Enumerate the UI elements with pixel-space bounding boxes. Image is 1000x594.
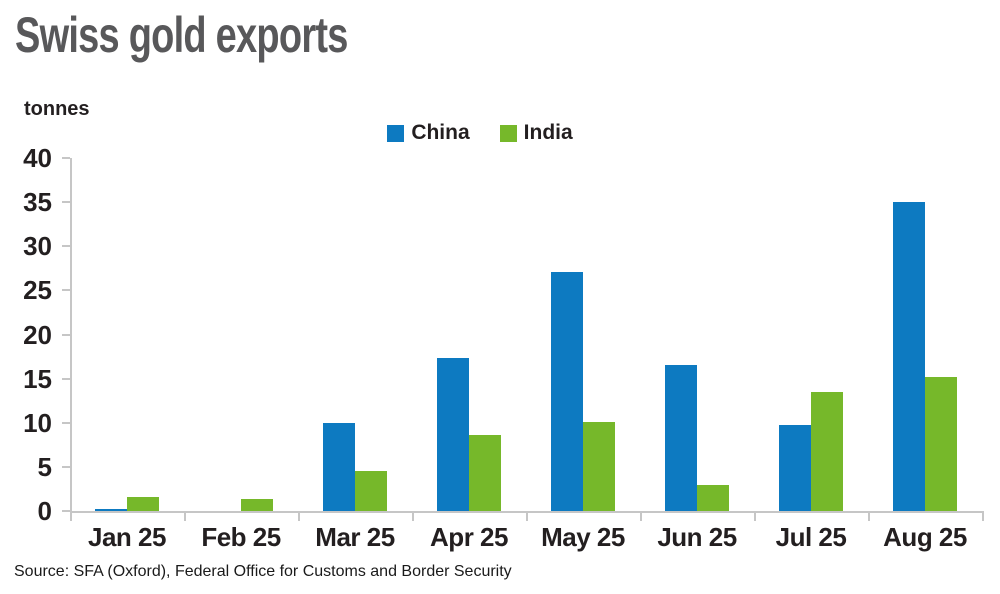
x-tick: [184, 513, 186, 521]
y-tick-label: 30: [23, 231, 52, 262]
x-axis-label-feb-25: Feb 25: [201, 522, 281, 552]
y-axis-unit-label: tonnes: [24, 98, 90, 120]
plot-area: [62, 157, 984, 521]
bar-group-jul-25: [754, 158, 868, 511]
bar-group-jun-25: [640, 158, 754, 511]
y-tick-label: 5: [37, 451, 52, 482]
x-axis-label-mar-25: Mar 25: [315, 522, 395, 552]
y-tick: [62, 377, 70, 380]
legend-item-china: China: [387, 121, 470, 145]
bar-india-aug-25: [925, 376, 957, 511]
bar-china-aug-25: [893, 202, 925, 511]
y-tick-label: 40: [23, 143, 52, 173]
bar-group-may-25: [526, 158, 640, 511]
legend-label-china: China: [411, 121, 470, 144]
y-tick-label: 10: [23, 407, 52, 438]
legend-swatch-india: [499, 124, 517, 142]
page-title: Swiss gold exports: [15, 7, 348, 63]
bar-china-may-25: [551, 271, 583, 511]
y-tick: [62, 510, 70, 512]
x-axis-label-jul-25: Jul 25: [775, 522, 847, 552]
bar-india-may-25: [583, 421, 615, 511]
x-tick: [868, 513, 870, 521]
bar-india-feb-25: [241, 498, 273, 511]
x-tick: [640, 513, 642, 521]
x-axis-label-aug-25: Aug 25: [883, 522, 967, 552]
x-axis-label-may-25: May 25: [541, 522, 625, 552]
bar-india-jun-25: [697, 485, 729, 511]
legend-swatch-china: [387, 124, 405, 142]
y-tick-label: 15: [23, 363, 52, 394]
x-tick: [412, 513, 414, 521]
source-note: Source: SFA (Oxford), Federal Office for…: [14, 563, 512, 580]
y-tick: [62, 201, 70, 204]
y-tick: [62, 465, 70, 468]
y-tick-label: 25: [23, 275, 52, 306]
y-tick-label: 0: [37, 496, 52, 526]
bar-group-apr-25: [412, 158, 526, 511]
x-axis-label-jan-25: Jan 25: [88, 522, 166, 552]
y-tick: [62, 333, 70, 336]
x-tick: [754, 513, 756, 521]
bar-india-jan-25: [127, 496, 159, 511]
bar-india-mar-25: [355, 471, 387, 511]
y-tick: [62, 421, 70, 424]
x-tick: [70, 513, 72, 521]
legend: China India: [0, 121, 960, 145]
legend-label-india: India: [523, 121, 573, 144]
bar-group-mar-25: [298, 158, 412, 511]
bar-china-apr-25: [437, 358, 469, 511]
bar-china-mar-25: [323, 422, 355, 511]
bar-china-jul-25: [779, 424, 811, 511]
bar-india-jul-25: [811, 391, 843, 511]
y-tick: [62, 245, 70, 248]
y-tick: [62, 157, 70, 159]
x-tick: [982, 513, 984, 521]
bar-india-apr-25: [469, 435, 501, 511]
bar-group-feb-25: [184, 158, 298, 511]
y-tick-label: 35: [23, 187, 52, 218]
x-axis-label-jun-25: Jun 25: [657, 522, 737, 552]
x-tick: [298, 513, 300, 521]
x-axis-label-apr-25: Apr 25: [430, 522, 508, 552]
bar-group-jan-25: [70, 158, 184, 511]
bar-group-aug-25: [868, 158, 982, 511]
legend-item-india: India: [499, 121, 573, 145]
bar-china-jun-25: [665, 364, 697, 511]
bar-china-jan-25: [95, 509, 127, 511]
y-tick-label: 20: [23, 319, 52, 350]
x-tick: [526, 513, 528, 521]
y-tick: [62, 289, 70, 292]
